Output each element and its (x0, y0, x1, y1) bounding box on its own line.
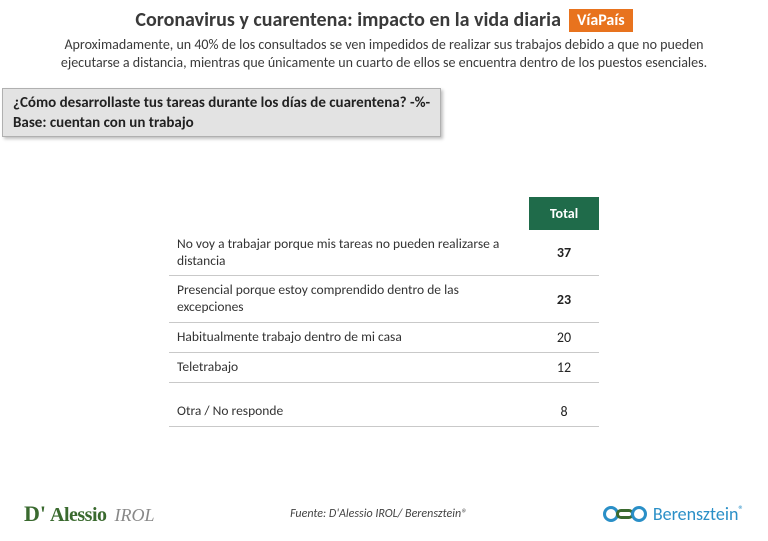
row-value: 37 (529, 230, 599, 276)
question-text: ¿Cómo desarrollaste tus tareas durante l… (13, 93, 430, 113)
table-row: Habitualmente trabajo dentro de mi casa … (169, 323, 599, 353)
table-row: Presencial porque estoy comprendido dent… (169, 276, 599, 323)
table-gap (169, 383, 599, 397)
table-row-other: Otra / No responde 8 (169, 397, 599, 427)
row-value: 8 (529, 397, 599, 427)
question-box: ¿Cómo desarrollaste tus tareas durante l… (2, 88, 441, 136)
row-label: Presencial porque estoy comprendido dent… (169, 276, 529, 323)
logo-berensztein: Berensztein® (603, 503, 744, 525)
logo-prefix: D' (24, 501, 46, 527)
table-row: No voy a trabajar porque mis tareas no p… (169, 230, 599, 276)
row-value: 23 (529, 276, 599, 323)
row-label: Habitualmente trabajo dentro de mi casa (169, 323, 529, 353)
row-label: Otra / No responde (169, 397, 529, 427)
row-label: No voy a trabajar porque mis tareas no p… (169, 230, 529, 276)
logo-main: Alessio (50, 504, 107, 527)
registered-icon: ® (738, 504, 744, 517)
subtitle: Aproximadamente, un 40% de los consultad… (20, 32, 748, 72)
question-base: Base: cuentan con un trabajo (13, 114, 430, 132)
row-value: 12 (529, 353, 599, 383)
table-header-spacer (169, 197, 529, 230)
brand-badge: VíaPaís (569, 9, 633, 32)
chain-icon (603, 506, 647, 522)
page-title: Coronavirus y cuarentena: impacto en la … (135, 8, 561, 32)
table-row: Teletrabajo 12 (169, 353, 599, 383)
row-value: 20 (529, 323, 599, 353)
row-label: Teletrabajo (169, 353, 529, 383)
logo-dalessio: D'Alessio IROL (24, 501, 155, 527)
header: Coronavirus y cuarentena: impacto en la … (0, 0, 768, 76)
logo-right-text: Berensztein (653, 503, 739, 525)
logo-suffix: IROL (115, 505, 155, 526)
footer: D'Alessio IROL Fuente: D'Alessio IROL/ B… (0, 501, 768, 527)
table-header-total: Total (529, 197, 599, 230)
source-text: Fuente: D'Alessio IROL/ Berensztein® (155, 507, 603, 521)
title-row: Coronavirus y cuarentena: impacto en la … (20, 8, 748, 32)
data-table: Total No voy a trabajar porque mis tarea… (169, 197, 599, 427)
